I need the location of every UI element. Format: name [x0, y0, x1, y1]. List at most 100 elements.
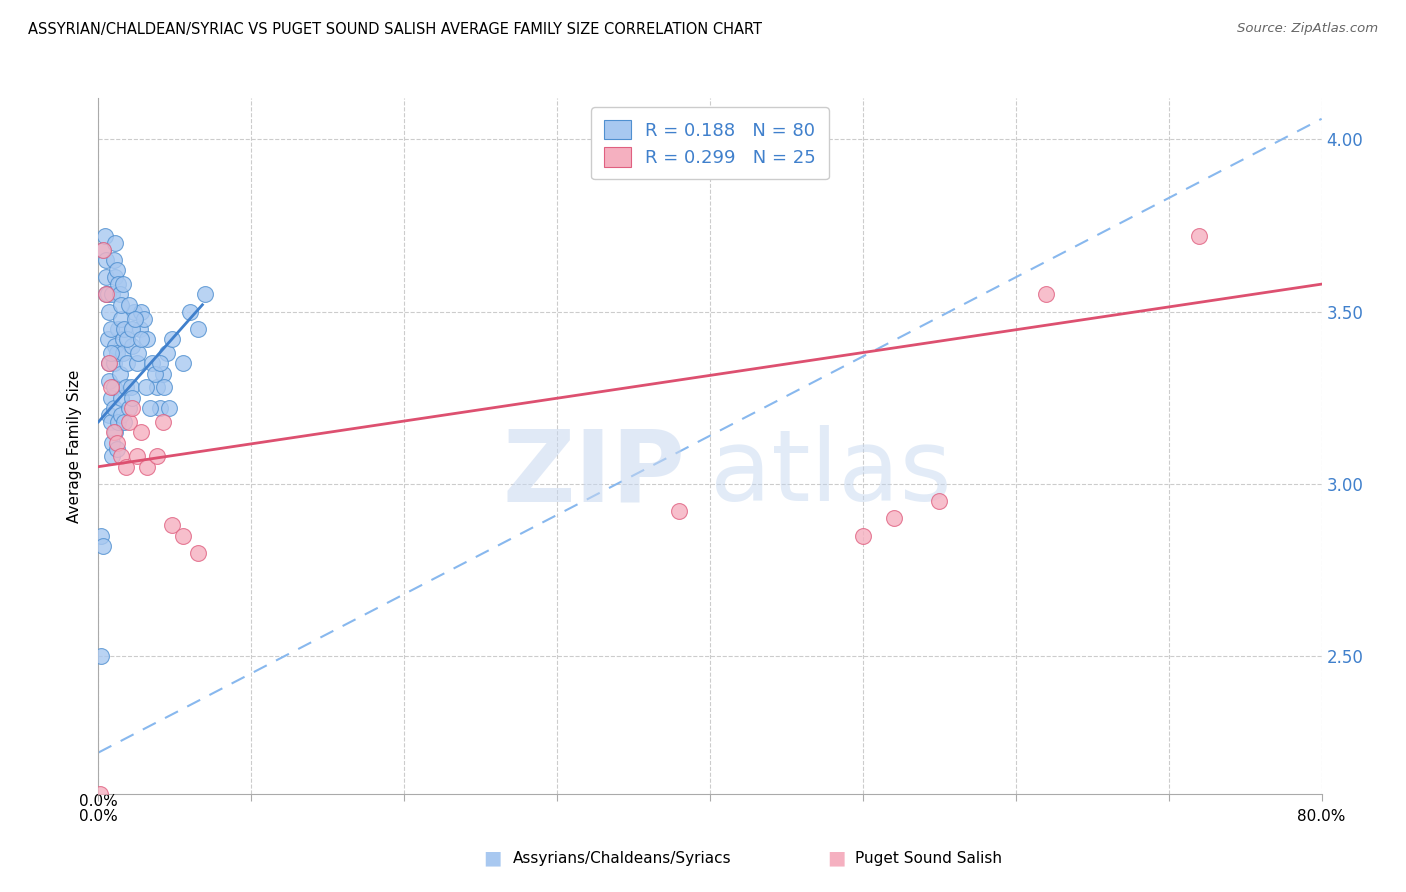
Legend: R = 0.188   N = 80, R = 0.299   N = 25: R = 0.188 N = 80, R = 0.299 N = 25: [592, 107, 828, 179]
Point: [121, 339, 143, 353]
Point: [103, 425, 125, 440]
Point: [194, 287, 217, 301]
Point: [89, 787, 111, 801]
Point: [143, 367, 166, 381]
Point: [668, 504, 690, 518]
Point: [118, 401, 141, 416]
Text: atlas: atlas: [710, 425, 952, 523]
Point: [107, 322, 129, 336]
Text: ASSYRIAN/CHALDEAN/SYRIAC VS PUGET SOUND SALISH AVERAGE FAMILY SIZE CORRELATION C: ASSYRIAN/CHALDEAN/SYRIAC VS PUGET SOUND …: [28, 22, 762, 37]
Point: [110, 391, 132, 405]
Y-axis label: Average Family Size: Average Family Size: [67, 369, 83, 523]
Text: ■: ■: [482, 848, 502, 868]
Point: [111, 277, 134, 292]
Point: [90, 649, 112, 664]
Point: [160, 518, 183, 533]
Point: [112, 415, 135, 429]
Point: [104, 425, 127, 440]
Text: 0.0%: 0.0%: [79, 794, 118, 809]
Point: [117, 332, 139, 346]
Point: [107, 277, 129, 292]
Point: [127, 346, 149, 360]
Point: [105, 346, 128, 360]
Point: [145, 450, 167, 464]
Point: [121, 401, 143, 416]
Point: [172, 356, 194, 370]
Point: [153, 380, 176, 394]
Point: [101, 435, 124, 450]
Point: [122, 304, 145, 318]
Point: [97, 287, 120, 301]
Point: [152, 415, 174, 429]
Point: [94, 287, 117, 301]
Text: ZIP: ZIP: [503, 425, 686, 523]
Point: [129, 332, 152, 346]
Point: [118, 298, 141, 312]
Point: [145, 380, 167, 394]
Point: [110, 408, 132, 422]
Point: [98, 374, 121, 388]
Point: [125, 356, 148, 370]
Point: [118, 415, 141, 429]
Point: [103, 380, 125, 394]
Point: [100, 391, 122, 405]
Point: [883, 511, 905, 525]
Text: Assyrians/Chaldeans/Syriacs: Assyrians/Chaldeans/Syriacs: [513, 851, 731, 865]
Point: [135, 380, 157, 394]
Text: Source: ZipAtlas.com: Source: ZipAtlas.com: [1237, 22, 1378, 36]
Point: [98, 356, 121, 370]
Point: [136, 332, 159, 346]
Point: [101, 287, 124, 301]
Point: [91, 243, 114, 257]
Point: [928, 494, 950, 508]
Text: 80.0%: 80.0%: [1298, 809, 1346, 823]
Point: [172, 528, 194, 542]
Text: 0.0%: 0.0%: [79, 809, 118, 823]
Point: [110, 298, 132, 312]
Point: [103, 252, 125, 267]
Point: [100, 380, 122, 394]
Point: [110, 450, 132, 464]
Point: [90, 528, 112, 542]
Point: [100, 346, 122, 360]
Point: [121, 391, 143, 405]
Point: [91, 243, 114, 257]
Point: [141, 356, 163, 370]
Point: [115, 459, 138, 474]
Point: [104, 235, 127, 250]
Point: [128, 322, 150, 336]
Point: [111, 346, 134, 360]
Point: [124, 311, 146, 326]
Point: [94, 252, 117, 267]
Point: [108, 367, 131, 381]
Point: [149, 401, 172, 416]
Point: [105, 442, 128, 457]
Point: [103, 401, 125, 416]
Point: [98, 408, 121, 422]
Point: [1188, 228, 1211, 243]
Point: [187, 322, 209, 336]
Point: [160, 332, 183, 346]
Point: [149, 356, 172, 370]
Point: [120, 380, 142, 394]
Text: Puget Sound Salish: Puget Sound Salish: [855, 851, 1002, 865]
Point: [107, 415, 129, 429]
Point: [94, 287, 117, 301]
Point: [91, 539, 114, 553]
Point: [104, 339, 127, 353]
Point: [110, 311, 132, 326]
Point: [152, 367, 174, 381]
Point: [101, 450, 124, 464]
Point: [94, 270, 117, 285]
Text: ■: ■: [827, 848, 846, 868]
Point: [100, 415, 122, 429]
Point: [97, 332, 120, 346]
Point: [115, 380, 138, 394]
Point: [139, 401, 162, 416]
Point: [105, 435, 128, 450]
Point: [134, 311, 156, 326]
Point: [103, 356, 125, 370]
Point: [121, 322, 143, 336]
Point: [125, 450, 148, 464]
Point: [100, 322, 122, 336]
